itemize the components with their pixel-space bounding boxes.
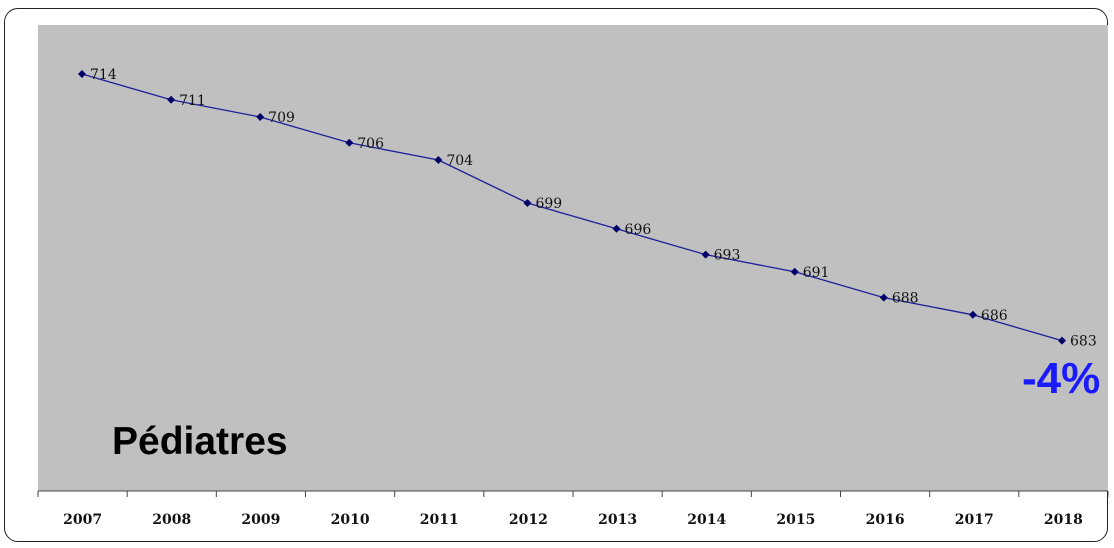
x-axis-labels: 2007 2008 2009 2010 2011 2012 2013 2014 2015 2016…: [63, 512, 1083, 528]
data-label: 704: [446, 153, 473, 169]
series-line: [81, 73, 1063, 342]
x-tick-label: 2010: [331, 512, 370, 528]
data-label: 686: [981, 308, 1008, 324]
data-point-marker: [523, 199, 532, 207]
x-tick-label: 2013: [598, 512, 637, 528]
data-label: 699: [535, 196, 562, 212]
data-point-marker: [790, 267, 799, 276]
data-label: 711: [179, 93, 206, 109]
chart-title: Pédiatres: [112, 420, 288, 463]
x-tick-label: 2015: [776, 512, 815, 528]
x-tick-label: 2012: [509, 512, 548, 528]
data-label: 696: [625, 222, 652, 238]
data-point-marker: [879, 293, 888, 302]
data-point-marker: [612, 224, 621, 233]
plot-area: [38, 25, 1108, 491]
x-tick-label: 2018: [1044, 512, 1083, 528]
data-point-marker: [345, 138, 354, 147]
change-annotation: -4%: [1022, 354, 1101, 403]
data-label: 709: [268, 110, 295, 126]
data-point-marker: [256, 113, 265, 121]
x-tick-label: 2014: [687, 512, 726, 528]
data-label: 706: [357, 136, 384, 152]
data-point-marker: [1058, 336, 1066, 345]
data-point-marker: [701, 250, 710, 259]
data-point-marker: [968, 310, 977, 319]
data-point-marker: [434, 156, 443, 164]
x-tick-label: 2011: [420, 512, 459, 528]
series-markers: [78, 70, 1066, 345]
data-labels: 714 711 709 706 704 699 696 693 691 688 686 683: [90, 67, 1097, 350]
x-tick-label: 2016: [866, 512, 905, 528]
data-label: 683: [1070, 334, 1097, 350]
x-tick-label: 2008: [152, 512, 191, 528]
data-point-marker: [78, 70, 86, 78]
data-label: 688: [892, 291, 919, 307]
x-tick-label: 2017: [955, 512, 994, 528]
data-point-marker: [167, 95, 176, 104]
data-label: 714: [90, 67, 117, 83]
data-label: 691: [803, 265, 830, 281]
x-axis-ticks: [37, 491, 1109, 497]
x-tick-label: 2009: [241, 512, 280, 528]
data-label: 693: [714, 248, 741, 264]
x-tick-label: 2007: [63, 512, 102, 528]
